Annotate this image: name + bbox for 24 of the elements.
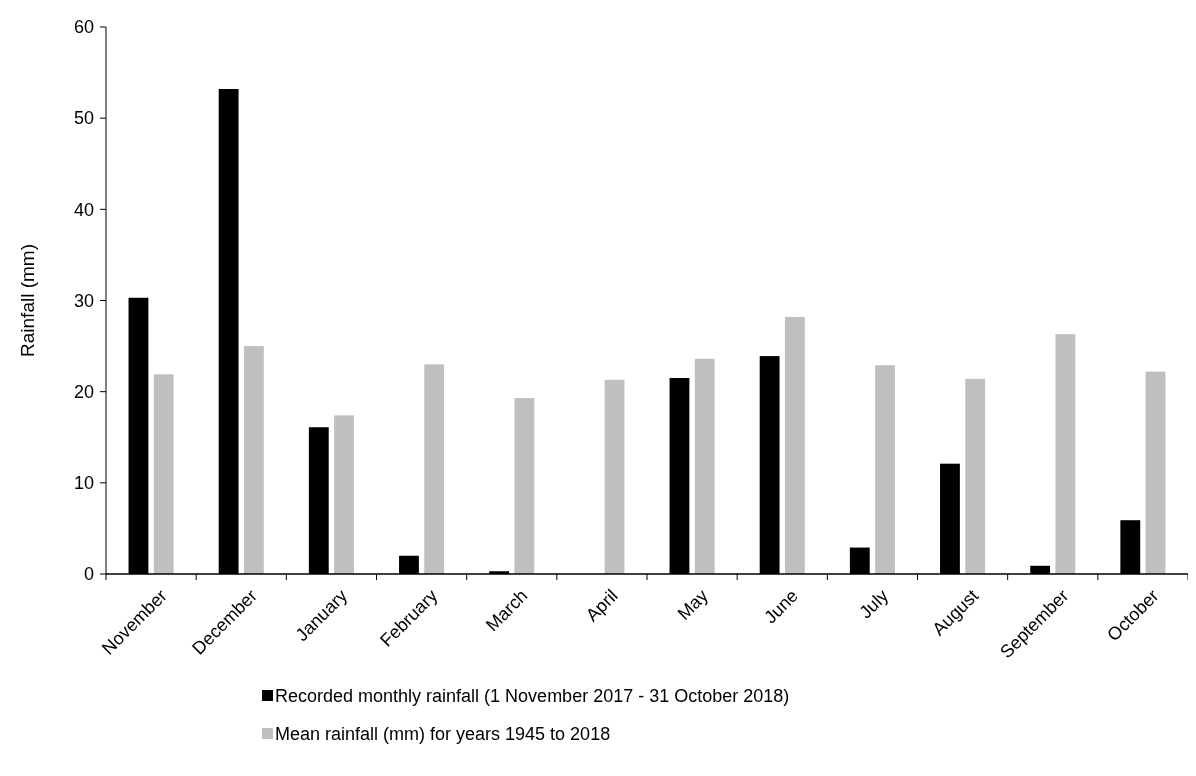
bar bbox=[694, 358, 715, 574]
y-tick-label: 60 bbox=[73, 17, 94, 38]
x-tick-label: May bbox=[673, 585, 712, 624]
bar bbox=[153, 374, 174, 574]
bar bbox=[1055, 334, 1076, 574]
bar bbox=[334, 415, 354, 574]
y-tick-label: 50 bbox=[73, 108, 94, 129]
y-tick-label: 40 bbox=[73, 199, 94, 220]
bar bbox=[875, 365, 895, 574]
bar bbox=[784, 316, 805, 574]
y-axis-title: Rainfall (mm) bbox=[17, 244, 38, 357]
bar bbox=[424, 364, 445, 574]
x-tick-label: July bbox=[855, 585, 893, 623]
y-tick-label: 10 bbox=[73, 473, 94, 494]
y-tick-label: 30 bbox=[73, 290, 94, 311]
y-tick-label: 20 bbox=[73, 381, 94, 402]
bar bbox=[243, 346, 264, 574]
bar bbox=[514, 398, 535, 574]
legend-label: Recorded monthly rainfall (1 November 2017 - 31 October 2018) bbox=[275, 686, 790, 707]
bar bbox=[604, 379, 625, 574]
bar bbox=[965, 378, 986, 574]
y-tick-label: 0 bbox=[83, 564, 94, 585]
legend-label: Mean rainfall (mm) for years 1945 to 2018 bbox=[275, 724, 611, 745]
bar bbox=[1145, 371, 1166, 574]
